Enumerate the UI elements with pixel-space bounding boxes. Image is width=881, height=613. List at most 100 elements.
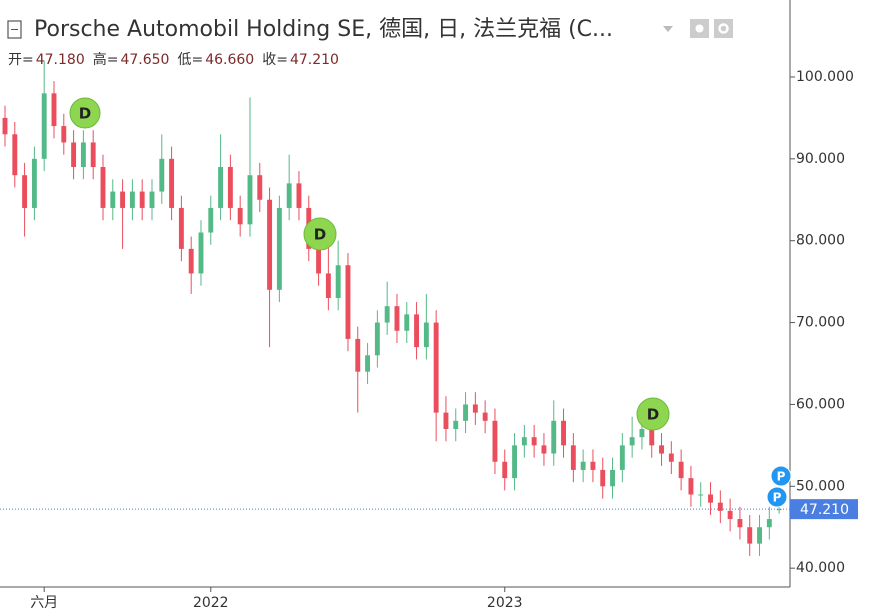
candle-body xyxy=(708,494,713,503)
candle-body xyxy=(482,412,488,421)
ohlc-label: 开= xyxy=(8,52,34,68)
candle-body xyxy=(149,191,155,208)
last-price-box xyxy=(790,499,858,520)
candle-body xyxy=(384,306,390,323)
candle-body xyxy=(267,199,273,290)
candle-body xyxy=(551,420,557,454)
candle-body xyxy=(110,191,116,208)
event-marker[interactable] xyxy=(303,217,337,251)
event-marker[interactable] xyxy=(766,486,788,508)
y-tick-label: 90.000 xyxy=(796,151,845,167)
ohlc-label: 收= xyxy=(262,52,288,68)
candle-body xyxy=(139,191,145,208)
candle-body xyxy=(276,207,282,290)
settings-icon xyxy=(718,23,729,34)
candle-body xyxy=(463,404,469,421)
candle-body xyxy=(629,437,635,446)
event-marker-label: D xyxy=(647,406,659,424)
candle-body xyxy=(433,322,439,413)
candle-body xyxy=(159,158,165,192)
candle-body xyxy=(668,453,674,462)
candle-body xyxy=(178,207,184,249)
candle-body xyxy=(531,437,537,446)
candle-body xyxy=(639,428,645,438)
candle-body xyxy=(345,265,351,339)
candle-body xyxy=(698,494,704,496)
candle-body xyxy=(541,445,547,454)
settings-button[interactable] xyxy=(714,19,733,38)
eye-icon xyxy=(695,24,704,33)
candle-body xyxy=(22,175,28,208)
candle-body xyxy=(776,509,782,511)
event-marker-label: D xyxy=(314,226,326,244)
chart-title: Porsche Automobil Holding SE, 德国, 日, 法兰克… xyxy=(34,17,613,42)
candle-body xyxy=(423,322,429,348)
y-tick-label: 100.000 xyxy=(796,69,854,85)
event-marker[interactable] xyxy=(770,465,792,487)
event-marker-label: P xyxy=(777,470,786,484)
candle-body xyxy=(610,469,615,487)
candle-body xyxy=(766,519,772,528)
candle-body xyxy=(227,167,233,208)
event-marker[interactable] xyxy=(69,97,101,129)
candle-body xyxy=(61,126,67,143)
candle-body xyxy=(502,461,508,479)
candle-body xyxy=(727,510,733,520)
candle-body xyxy=(561,420,566,446)
candle-body xyxy=(100,167,106,208)
last-price-label: 47.210 xyxy=(800,502,849,518)
candle-body xyxy=(12,134,18,176)
candle-body xyxy=(678,461,684,479)
candle-body xyxy=(512,445,517,479)
candle-body xyxy=(31,158,37,208)
candle-body xyxy=(316,248,322,274)
candle-body xyxy=(453,420,459,429)
candle-body xyxy=(717,502,723,511)
candle-body xyxy=(374,322,380,356)
ohlc-value: 46.660 xyxy=(205,52,254,68)
candle-body xyxy=(355,338,361,372)
candle-body xyxy=(286,183,292,208)
candle-body xyxy=(649,428,655,446)
candle-body xyxy=(688,478,694,495)
ohlc-value: 47.180 xyxy=(36,52,85,68)
candle-body xyxy=(218,167,224,208)
x-tick-label: 2022 xyxy=(193,595,229,611)
candle-body xyxy=(188,248,194,274)
x-tick-label: 六月 xyxy=(30,595,58,611)
candle-body xyxy=(247,175,253,225)
candle-body xyxy=(737,519,743,528)
event-marker-label: P xyxy=(773,491,782,505)
candle-body xyxy=(169,158,175,208)
candle-body xyxy=(257,175,263,200)
candle-body xyxy=(120,191,126,208)
candle-body xyxy=(365,355,371,372)
candle-body xyxy=(521,437,527,446)
candle-body xyxy=(600,469,606,487)
candle-body xyxy=(570,445,576,470)
y-tick-label: 70.000 xyxy=(796,315,845,331)
candle-body xyxy=(757,527,762,544)
event-marker[interactable] xyxy=(636,397,670,431)
ohlc-value: 47.650 xyxy=(120,52,169,68)
candle-body xyxy=(51,93,57,127)
collapse-icon[interactable] xyxy=(7,20,22,39)
x-tick-label: 2023 xyxy=(487,595,523,611)
ohlc-value: 47.210 xyxy=(290,52,339,68)
candle-body xyxy=(41,93,47,159)
candle-body xyxy=(2,117,8,135)
dropdown-arrow[interactable] xyxy=(663,26,673,32)
candle-body xyxy=(90,142,96,168)
candle-body xyxy=(198,232,204,274)
candle-body xyxy=(580,461,586,470)
candle-body xyxy=(325,273,331,299)
candle-body xyxy=(71,142,77,168)
candle-body xyxy=(129,191,135,208)
candle-body xyxy=(208,207,214,233)
ohlc-label: 低= xyxy=(177,52,203,68)
y-tick-label: 40.000 xyxy=(796,560,845,576)
candle-body xyxy=(335,265,341,299)
candle-body xyxy=(659,445,664,454)
